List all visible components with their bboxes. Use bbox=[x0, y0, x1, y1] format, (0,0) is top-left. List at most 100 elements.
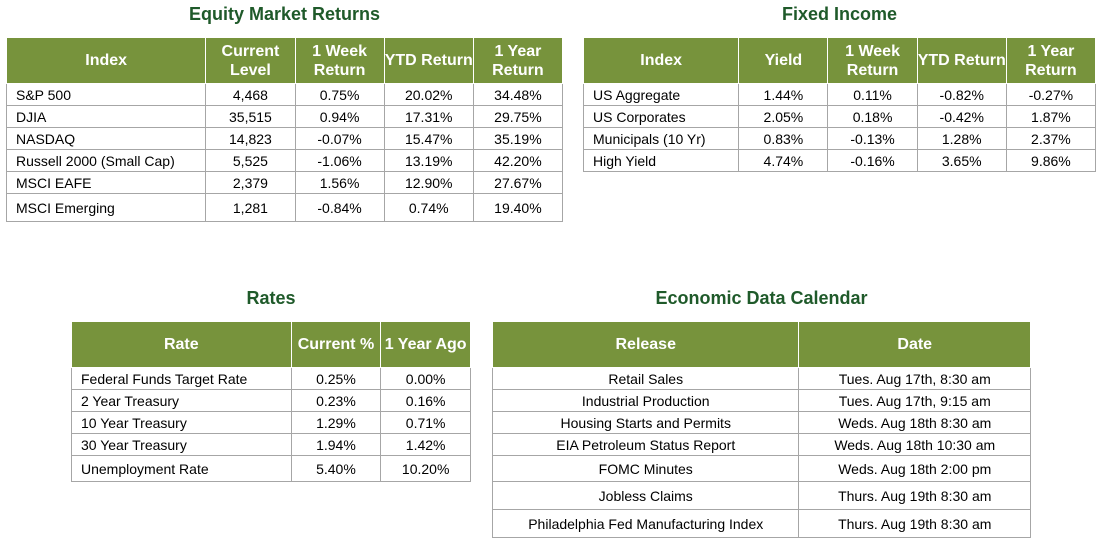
cell: -1.06% bbox=[294, 149, 385, 172]
table-row: Philadelphia Fed Manufacturing Index Thu… bbox=[491, 509, 1031, 538]
table-row: NASDAQ 14,823 -0.07% 15.47% 35.19% bbox=[5, 127, 564, 150]
col-header: YTD Return bbox=[383, 37, 474, 84]
cell: -0.27% bbox=[1005, 83, 1097, 106]
cell: -0.42% bbox=[916, 105, 1007, 128]
cell: FOMC Minutes bbox=[491, 455, 800, 482]
table-row: Unemployment Rate 5.40% 10.20% bbox=[71, 455, 471, 482]
cell: 0.16% bbox=[380, 389, 471, 412]
cell: Housing Starts and Permits bbox=[491, 411, 800, 434]
cell: 10 Year Treasury bbox=[71, 411, 292, 434]
cell: 27.67% bbox=[472, 171, 564, 194]
cell: Jobless Claims bbox=[491, 481, 800, 510]
col-header: 1 Week Return bbox=[294, 37, 385, 84]
cell: 42.20% bbox=[472, 149, 564, 172]
cell: MSCI EAFE bbox=[5, 171, 207, 194]
calendar-header-row: Release Date bbox=[491, 321, 1031, 368]
cell: Thurs. Aug 19th 8:30 am bbox=[798, 509, 1031, 538]
cell: 9.86% bbox=[1005, 149, 1097, 172]
col-header: YTD Return bbox=[916, 37, 1007, 84]
cell: 30 Year Treasury bbox=[71, 433, 292, 456]
equity-header-row: Index Current Level 1 Week Return YTD Re… bbox=[5, 37, 564, 84]
table-row: Jobless Claims Thurs. Aug 19th 8:30 am bbox=[491, 481, 1031, 510]
table-row: Industrial Production Tues. Aug 17th, 9:… bbox=[491, 389, 1031, 412]
cell: Weds. Aug 18th 2:00 pm bbox=[798, 455, 1031, 482]
cell: 1,281 bbox=[205, 193, 296, 222]
table-row: FOMC Minutes Weds. Aug 18th 2:00 pm bbox=[491, 455, 1031, 482]
col-header: Date bbox=[798, 321, 1031, 368]
cell: 19.40% bbox=[472, 193, 564, 222]
cell: -0.16% bbox=[827, 149, 918, 172]
cell: 20.02% bbox=[383, 83, 474, 106]
calendar-title: Economic Data Calendar bbox=[655, 288, 868, 308]
cell: 15.47% bbox=[383, 127, 474, 150]
fixed-income-header-row: Index Yield 1 Week Return YTD Return 1 Y… bbox=[582, 37, 1097, 84]
table-row: High Yield 4.74% -0.16% 3.65% 9.86% bbox=[582, 149, 1097, 172]
cell: 2.37% bbox=[1005, 127, 1097, 150]
cell: Weds. Aug 18th 10:30 am bbox=[798, 433, 1031, 456]
cell: 14,823 bbox=[205, 127, 296, 150]
cell: 1.56% bbox=[294, 171, 385, 194]
col-header: 1 Year Ago bbox=[380, 321, 471, 368]
cell: US Aggregate bbox=[582, 83, 740, 106]
cell: 1.94% bbox=[290, 433, 382, 456]
cell: 4.74% bbox=[738, 149, 829, 172]
table-row: Municipals (10 Yr) 0.83% -0.13% 1.28% 2.… bbox=[582, 127, 1097, 150]
cell: 0.11% bbox=[827, 83, 918, 106]
cell: S&P 500 bbox=[5, 83, 207, 106]
cell: -0.07% bbox=[294, 127, 385, 150]
table-row: S&P 500 4,468 0.75% 20.02% 34.48% bbox=[5, 83, 564, 106]
table-row: Federal Funds Target Rate 0.25% 0.00% bbox=[71, 367, 471, 390]
table-row: 2 Year Treasury 0.23% 0.16% bbox=[71, 389, 471, 412]
col-header: Current % bbox=[290, 321, 382, 368]
cell: Weds. Aug 18th 8:30 am bbox=[798, 411, 1031, 434]
col-header: Index bbox=[582, 37, 740, 84]
col-header: Rate bbox=[71, 321, 292, 368]
cell: 1.87% bbox=[1005, 105, 1097, 128]
cell: EIA Petroleum Status Report bbox=[491, 433, 800, 456]
cell: Federal Funds Target Rate bbox=[71, 367, 292, 390]
cell: 4,468 bbox=[205, 83, 296, 106]
cell: 0.25% bbox=[290, 367, 382, 390]
cell: 0.18% bbox=[827, 105, 918, 128]
cell: 0.83% bbox=[738, 127, 829, 150]
table-row: Housing Starts and Permits Weds. Aug 18t… bbox=[491, 411, 1031, 434]
rates-table: Rate Current % 1 Year Ago Federal Funds … bbox=[71, 321, 471, 482]
cell: 0.00% bbox=[380, 367, 471, 390]
cell: 1.44% bbox=[738, 83, 829, 106]
cell: Municipals (10 Yr) bbox=[582, 127, 740, 150]
cell: 5.40% bbox=[290, 455, 382, 482]
cell: 0.94% bbox=[294, 105, 385, 128]
cell: 35.19% bbox=[472, 127, 564, 150]
cell: 1.29% bbox=[290, 411, 382, 434]
col-header: 1 Year Return bbox=[1005, 37, 1097, 84]
cell: Philadelphia Fed Manufacturing Index bbox=[491, 509, 800, 538]
table-row: US Corporates 2.05% 0.18% -0.42% 1.87% bbox=[582, 105, 1097, 128]
col-header: 1 Year Return bbox=[472, 37, 564, 84]
cell: US Corporates bbox=[582, 105, 740, 128]
cell: 1.42% bbox=[380, 433, 471, 456]
cell: 34.48% bbox=[472, 83, 564, 106]
cell: Tues. Aug 17th, 9:15 am bbox=[798, 389, 1031, 412]
equity-table: Index Current Level 1 Week Return YTD Re… bbox=[5, 37, 564, 222]
col-header: Current Level bbox=[205, 37, 296, 84]
cell: -0.82% bbox=[916, 83, 1007, 106]
col-header: 1 Week Return bbox=[827, 37, 918, 84]
table-row: EIA Petroleum Status Report Weds. Aug 18… bbox=[491, 433, 1031, 456]
cell: Unemployment Rate bbox=[71, 455, 292, 482]
cell: 2.05% bbox=[738, 105, 829, 128]
cell: Tues. Aug 17th, 8:30 am bbox=[798, 367, 1031, 390]
cell: 29.75% bbox=[472, 105, 564, 128]
rates-title: Rates bbox=[246, 288, 296, 308]
cell: 12.90% bbox=[383, 171, 474, 194]
table-row: Russell 2000 (Small Cap) 5,525 -1.06% 13… bbox=[5, 149, 564, 172]
cell: 0.75% bbox=[294, 83, 385, 106]
cell: 35,515 bbox=[205, 105, 296, 128]
col-header: Index bbox=[5, 37, 207, 84]
calendar-table: Release Date Retail Sales Tues. Aug 17th… bbox=[491, 321, 1031, 538]
cell: Russell 2000 (Small Cap) bbox=[5, 149, 207, 172]
rates-header-row: Rate Current % 1 Year Ago bbox=[71, 321, 471, 368]
cell: 2 Year Treasury bbox=[71, 389, 292, 412]
cell: High Yield bbox=[582, 149, 740, 172]
cell: MSCI Emerging bbox=[5, 193, 207, 222]
equity-title: Equity Market Returns bbox=[188, 4, 381, 24]
